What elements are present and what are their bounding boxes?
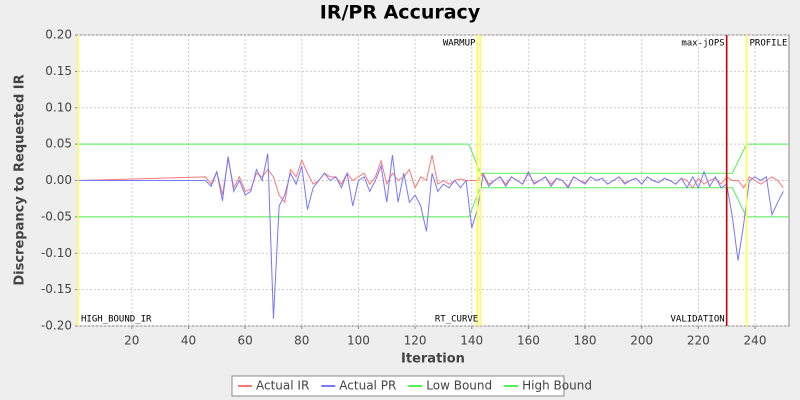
legend-label: Actual PR	[339, 379, 396, 393]
legend-label: Actual IR	[256, 379, 309, 393]
x-tick-label: 80	[294, 334, 309, 348]
x-tick-label: 20	[124, 334, 139, 348]
x-tick-label: 220	[687, 334, 710, 348]
x-tick-label: 160	[517, 334, 540, 348]
marker-label: RT_CURVE	[435, 315, 478, 325]
x-tick-label: 40	[181, 334, 196, 348]
legend-label: High Bound	[522, 379, 592, 393]
y-tick-label: -0.05	[41, 209, 72, 223]
x-tick-label: 120	[404, 334, 427, 348]
y-tick-label: 0.10	[45, 100, 72, 114]
legend-label: Low Bound	[426, 379, 492, 393]
y-tick-label: -0.20	[41, 319, 72, 333]
series-line	[78, 153, 784, 319]
x-tick-label: 140	[460, 334, 483, 348]
marker-label: HIGH_BOUND_IR	[81, 315, 152, 325]
x-axis-label: Iteration	[401, 352, 465, 367]
chart-title: IR/PR Accuracy	[320, 2, 481, 24]
x-tick-label: 200	[630, 334, 653, 348]
marker-label: PROFILE	[750, 39, 788, 49]
series-line	[78, 187, 789, 218]
y-tick-label: 0.05	[45, 137, 72, 151]
y-tick-label: 0.15	[45, 64, 72, 78]
legend	[231, 375, 565, 397]
y-tick-label: -0.15	[41, 282, 72, 296]
y-tick-label: 0.00	[45, 173, 72, 187]
marker-label: WARMUP	[443, 39, 476, 49]
x-tick-label: 240	[744, 334, 767, 348]
y-tick-label: 0.20	[45, 28, 72, 42]
series-line	[77, 154, 784, 204]
x-tick-label: 180	[574, 334, 597, 348]
y-tick-label: -0.10	[41, 246, 72, 260]
x-tick-label: 60	[237, 334, 252, 348]
y-axis-label: Discrepancy to Requested IR	[13, 74, 28, 285]
x-tick-label: 100	[347, 334, 370, 348]
series-line	[78, 143, 789, 174]
marker-label: VALIDATION	[670, 315, 724, 325]
marker-label: max-jOPS	[681, 39, 724, 49]
